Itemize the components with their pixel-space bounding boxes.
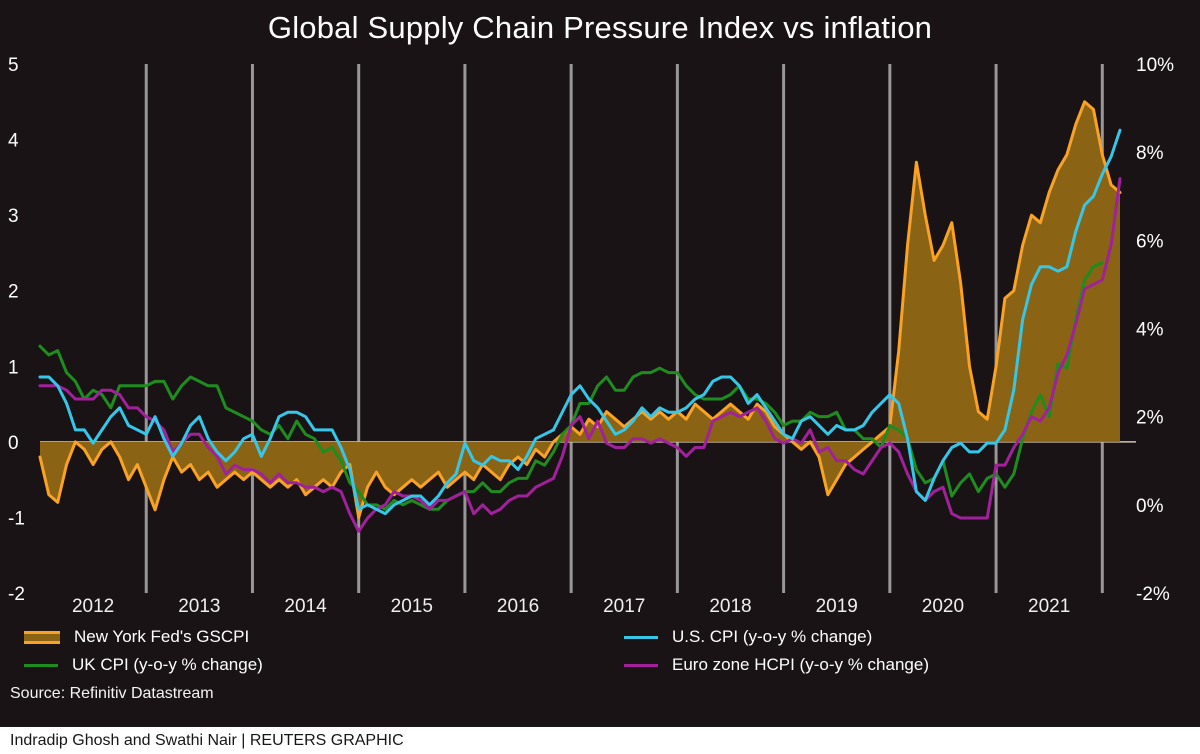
chart-area: 5 4 3 2 1 0 -1 -2 10% 8% 6% 4% 2% 0% -2% 2012 2013 2014 20… <box>0 46 1200 621</box>
svg-text:8%: 8% <box>1136 143 1164 164</box>
svg-text:10%: 10% <box>1136 55 1174 76</box>
svg-text:5: 5 <box>8 55 19 76</box>
chart-legend: New York Fed's GSCPI U.S. CPI (y-o-y % c… <box>0 621 1200 675</box>
legend-label-uk-cpi: UK CPI (y-o-y % change) <box>72 655 263 674</box>
credit-text: Indradip Ghosh and Swathi Nair | REUTERS… <box>10 731 404 749</box>
euro-hcpi-line-swatch-icon <box>624 663 658 667</box>
gscpi-area-swatch-icon <box>24 630 60 644</box>
svg-text:-2%: -2% <box>1136 584 1170 605</box>
svg-text:2014: 2014 <box>284 596 327 617</box>
svg-text:2012: 2012 <box>72 596 114 617</box>
svg-text:2015: 2015 <box>391 596 433 617</box>
credit-strip: Indradip Ghosh and Swathi Nair | REUTERS… <box>0 727 1200 754</box>
svg-text:4%: 4% <box>1136 320 1164 341</box>
svg-text:1: 1 <box>8 357 19 378</box>
svg-text:-1: -1 <box>8 508 25 529</box>
uk-cpi-line-swatch-icon <box>24 663 58 667</box>
legend-item-euro-hcpi: Euro zone HCPI (y-o-y % change) <box>624 655 1200 675</box>
svg-text:4: 4 <box>8 131 19 152</box>
legend-label-us-cpi: U.S. CPI (y-o-y % change) <box>672 627 873 646</box>
svg-text:2021: 2021 <box>1028 596 1070 617</box>
us-cpi-line-swatch-icon <box>624 635 658 639</box>
legend-item-uk-cpi: UK CPI (y-o-y % change) <box>24 655 624 675</box>
svg-text:2: 2 <box>8 282 19 303</box>
svg-text:2019: 2019 <box>816 596 858 617</box>
svg-text:2013: 2013 <box>178 596 220 617</box>
svg-text:3: 3 <box>8 206 19 227</box>
legend-item-gscpi: New York Fed's GSCPI <box>24 627 624 647</box>
svg-text:2020: 2020 <box>922 596 964 617</box>
svg-text:2017: 2017 <box>603 596 645 617</box>
svg-text:6%: 6% <box>1136 231 1164 252</box>
chart-svg: 5 4 3 2 1 0 -1 -2 10% 8% 6% 4% 2% 0% -2% 2012 2013 2014 20… <box>8 55 1174 617</box>
source-note: Source: Refinitiv Datastream <box>10 685 214 702</box>
svg-text:0: 0 <box>8 433 19 454</box>
svg-text:2%: 2% <box>1136 408 1164 429</box>
svg-text:0%: 0% <box>1136 496 1164 517</box>
legend-label-gscpi: New York Fed's GSCPI <box>74 627 250 646</box>
svg-text:2018: 2018 <box>709 596 751 617</box>
svg-text:2016: 2016 <box>497 596 539 617</box>
chart-title: Global Supply Chain Pressure Index vs in… <box>267 10 933 45</box>
legend-label-euro-hcpi: Euro zone HCPI (y-o-y % change) <box>672 655 929 674</box>
legend-item-us-cpi: U.S. CPI (y-o-y % change) <box>624 627 1200 647</box>
svg-text:-2: -2 <box>8 584 25 605</box>
